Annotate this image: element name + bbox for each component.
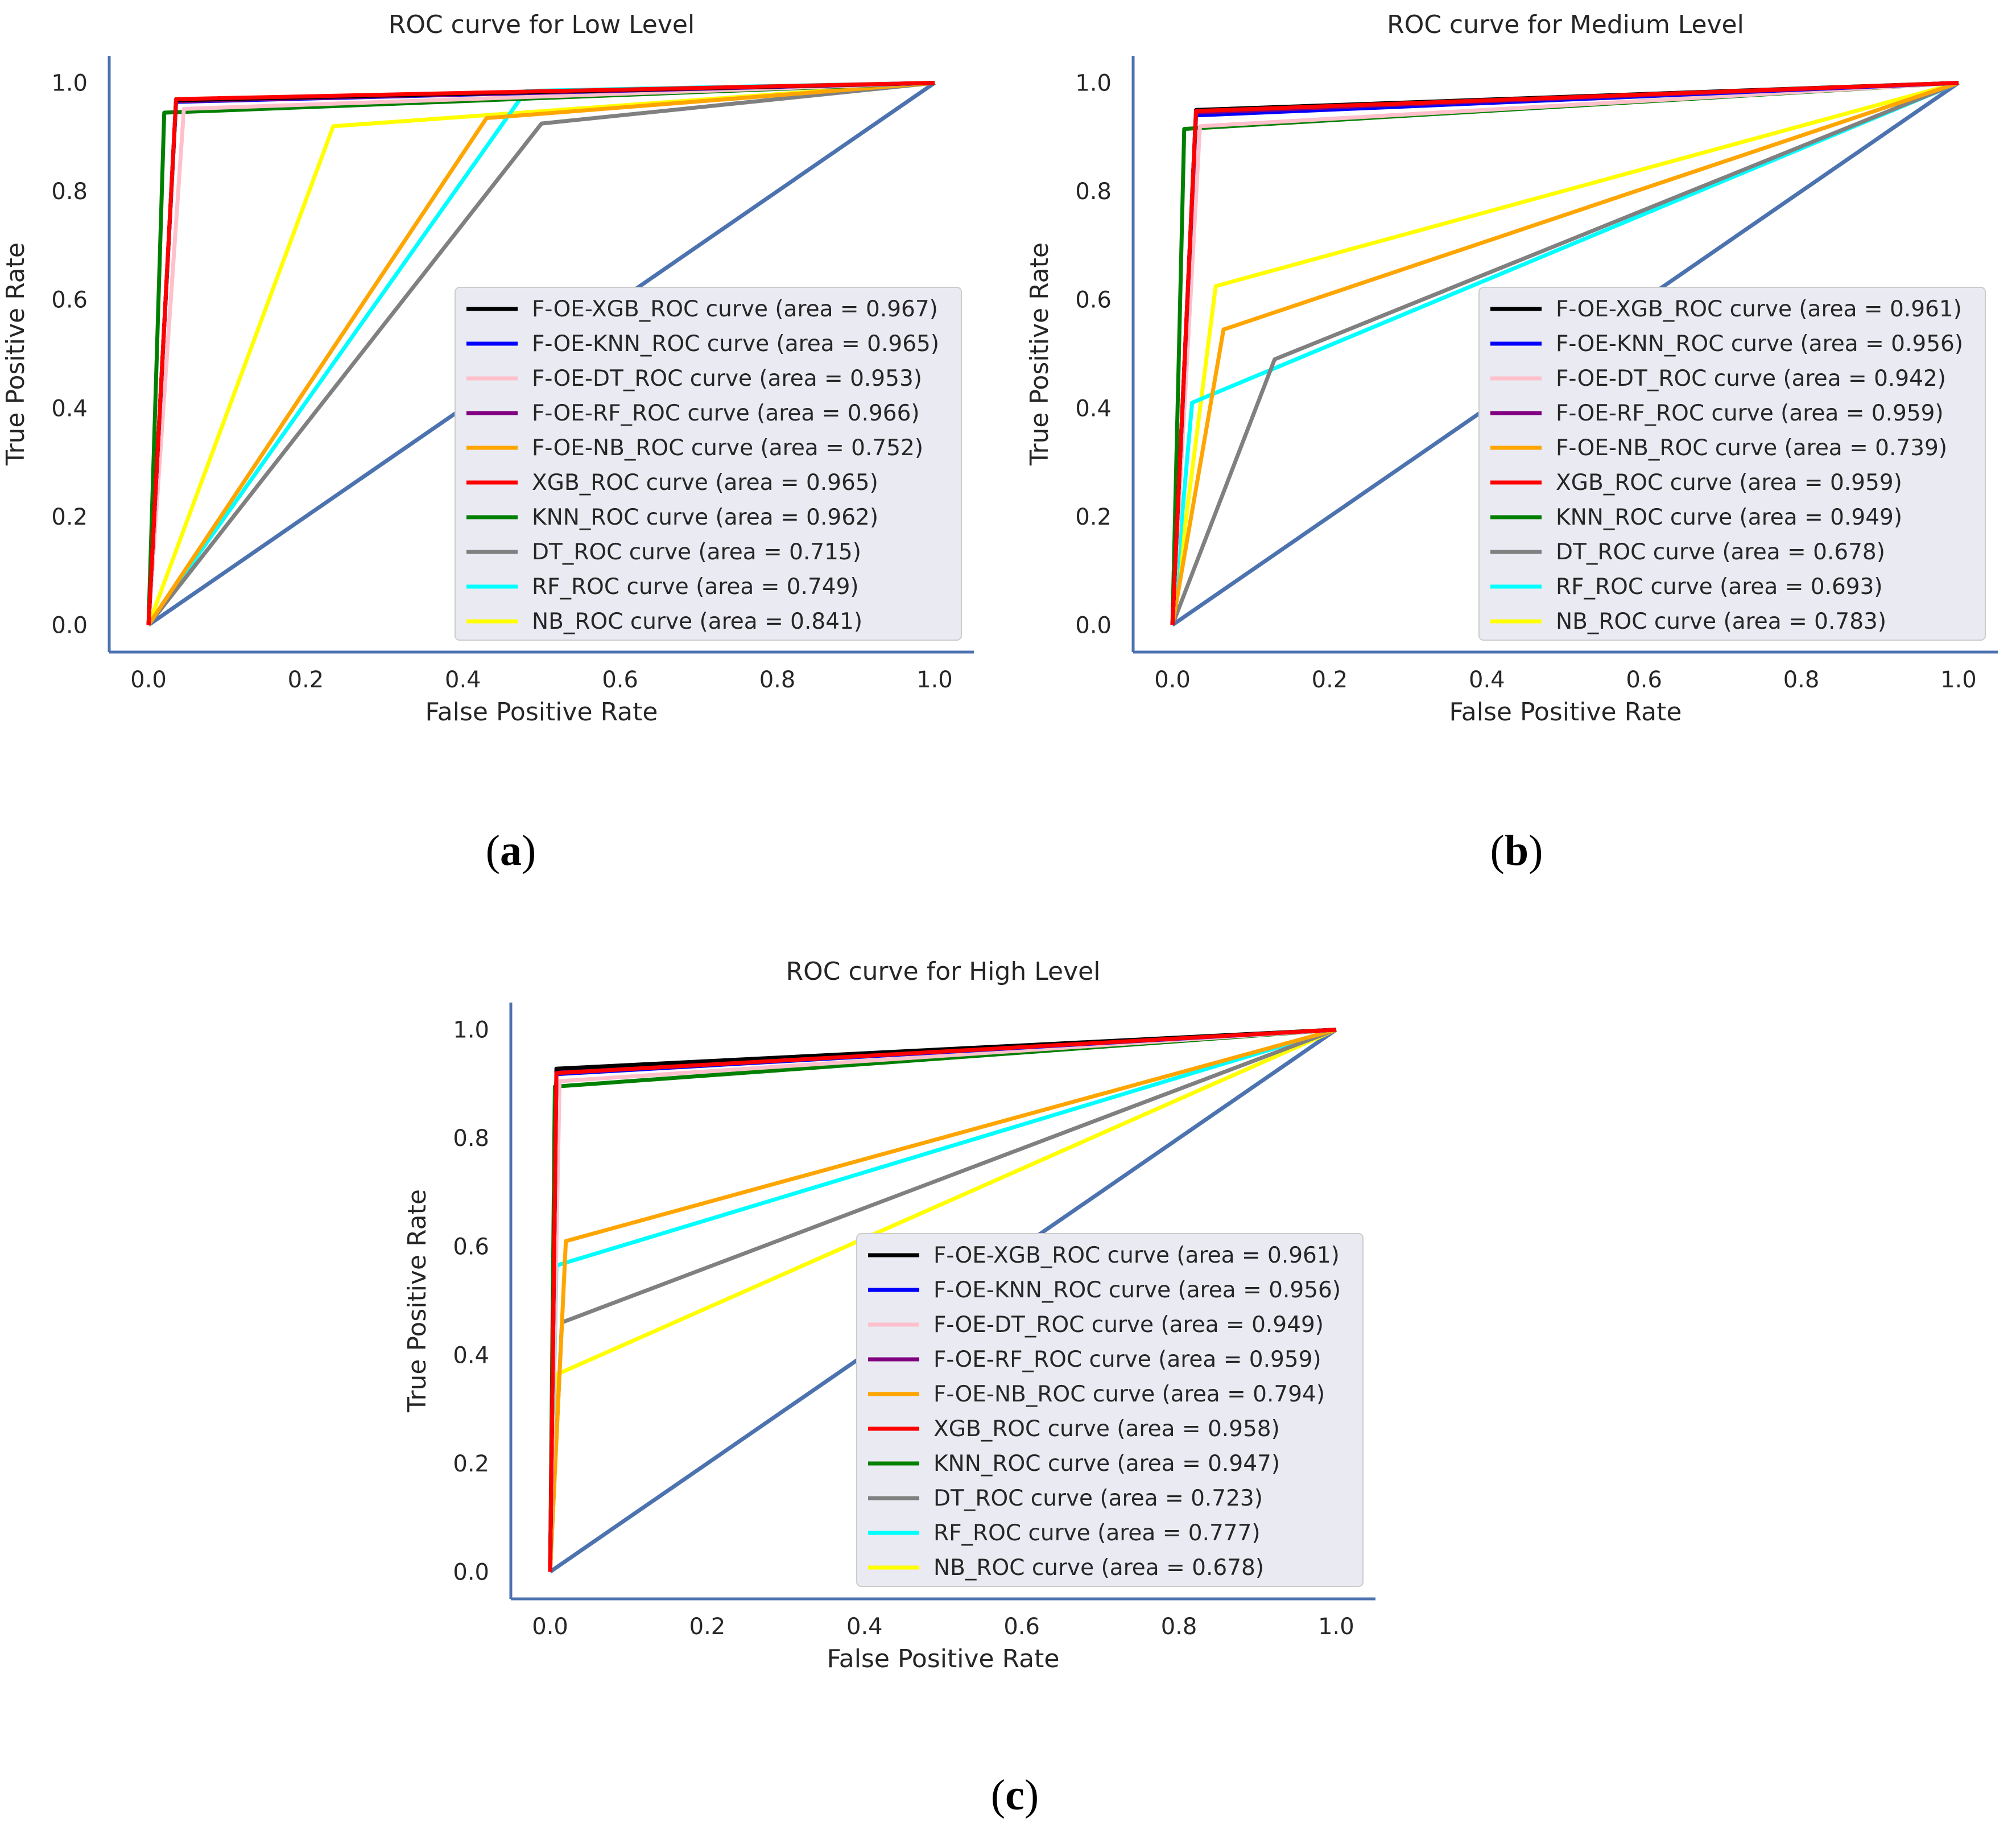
x-tick-label: 0.2 bbox=[1312, 667, 1348, 693]
legend-entry: NB_ROC curve (area = 0.678) bbox=[933, 1555, 1264, 1581]
x-axis-label: False Positive Rate bbox=[425, 698, 658, 727]
legend-entry: NB_ROC curve (area = 0.841) bbox=[532, 609, 862, 634]
x-tick-label: 0.2 bbox=[689, 1614, 726, 1640]
roc-series-line bbox=[1170, 81, 1959, 625]
chart-title: ROC curve for High Level bbox=[786, 957, 1101, 986]
x-tick-label: 1.0 bbox=[916, 667, 953, 693]
roc-series-line bbox=[146, 81, 935, 625]
roc-series-line bbox=[1170, 81, 1960, 625]
legend-entry: XGB_ROC curve (area = 0.958) bbox=[933, 1416, 1280, 1442]
y-tick-label: 0.6 bbox=[453, 1234, 489, 1260]
legend-entry: XGB_ROC curve (area = 0.959) bbox=[1556, 470, 1902, 496]
x-tick-label: 0.6 bbox=[1626, 667, 1662, 693]
legend-entry: F-OE-RF_ROC curve (area = 0.959) bbox=[1556, 401, 1944, 426]
y-tick-label: 0.4 bbox=[1075, 395, 1112, 422]
caption-c: (c) bbox=[991, 1771, 1039, 1819]
y-tick-label: 0.4 bbox=[453, 1342, 489, 1368]
legend-entry: KNN_ROC curve (area = 0.949) bbox=[1556, 505, 1902, 530]
y-tick-label: 0.8 bbox=[51, 179, 88, 205]
y-tick-label: 0.6 bbox=[51, 287, 88, 314]
legend-entry: F-OE-RF_ROC curve (area = 0.959) bbox=[933, 1347, 1321, 1372]
y-axis-label: True Positive Rate bbox=[1025, 242, 1054, 466]
x-tick-label: 0.8 bbox=[759, 667, 796, 693]
x-tick-label: 0.0 bbox=[130, 667, 167, 693]
y-axis-label: True Positive Rate bbox=[403, 1189, 432, 1413]
x-tick-label: 0.0 bbox=[1154, 667, 1191, 693]
legend-box bbox=[1478, 287, 1986, 641]
x-tick-label: 0.6 bbox=[1003, 1614, 1040, 1640]
legend-entry: F-OE-DT_ROC curve (area = 0.953) bbox=[532, 366, 922, 391]
legend-entry: DT_ROC curve (area = 0.678) bbox=[1556, 539, 1885, 565]
chart-title: ROC curve for Low Level bbox=[389, 10, 695, 39]
x-tick-label: 1.0 bbox=[1940, 667, 1977, 693]
y-tick-label: 0.2 bbox=[1075, 504, 1112, 530]
x-tick-label: 0.4 bbox=[846, 1614, 883, 1640]
legend-entry: F-OE-DT_ROC curve (area = 0.942) bbox=[1556, 366, 1946, 391]
legend-entry: RF_ROC curve (area = 0.777) bbox=[933, 1520, 1261, 1546]
legend-entry: DT_ROC curve (area = 0.715) bbox=[532, 539, 861, 565]
x-axis-label: False Positive Rate bbox=[1449, 698, 1682, 727]
x-tick-label: 0.2 bbox=[288, 667, 324, 693]
x-tick-label: 0.8 bbox=[1161, 1614, 1197, 1640]
y-axis-label: True Positive Rate bbox=[1, 242, 30, 466]
legend-entry: F-OE-KNN_ROC curve (area = 0.956) bbox=[933, 1277, 1341, 1303]
x-tick-label: 0.0 bbox=[532, 1614, 568, 1640]
legend-entry: XGB_ROC curve (area = 0.965) bbox=[532, 470, 878, 496]
chart-title: ROC curve for Medium Level bbox=[1387, 10, 1744, 39]
legend-entry: KNN_ROC curve (area = 0.947) bbox=[933, 1451, 1280, 1477]
legend-entry: F-OE-XGB_ROC curve (area = 0.967) bbox=[532, 296, 938, 322]
legend-box bbox=[455, 287, 962, 641]
legend-entry: F-OE-XGB_ROC curve (area = 0.961) bbox=[933, 1243, 1340, 1268]
y-tick-label: 0.2 bbox=[51, 504, 88, 530]
y-tick-label: 0.4 bbox=[51, 395, 88, 422]
legend-entry: F-OE-XGB_ROC curve (area = 0.961) bbox=[1556, 296, 1962, 322]
legend-entry: RF_ROC curve (area = 0.693) bbox=[1556, 574, 1883, 600]
y-tick-label: 0.8 bbox=[1075, 179, 1112, 205]
y-tick-label: 0.0 bbox=[51, 612, 88, 638]
legend-entry: F-OE-NB_ROC curve (area = 0.752) bbox=[532, 435, 923, 461]
panel-a-low-level: ROC curve for Low Level 0.0 0.2 0.4 0.6 0.8 1.… bbox=[1, 10, 974, 727]
legend-entry: F-OE-RF_ROC curve (area = 0.966) bbox=[532, 401, 920, 426]
y-tick-label: 0.0 bbox=[453, 1559, 489, 1585]
roc-series-line bbox=[1170, 81, 1959, 625]
roc-series-line bbox=[1170, 81, 1960, 625]
caption-b: (b) bbox=[1490, 827, 1543, 875]
y-tick-label: 1.0 bbox=[1075, 71, 1112, 97]
caption-a: (a) bbox=[486, 827, 536, 875]
legend-entry: F-OE-DT_ROC curve (area = 0.949) bbox=[933, 1312, 1324, 1338]
y-tick-label: 0.8 bbox=[453, 1125, 489, 1152]
y-tick-label: 0.0 bbox=[1075, 612, 1112, 638]
roc-series-line bbox=[147, 81, 935, 626]
legend-box bbox=[856, 1233, 1364, 1587]
panel-c-high-level: ROC curve for High Level 0.0 0.2 0.4 0.6 0.8 1… bbox=[403, 957, 1375, 1673]
roc-series-line bbox=[1170, 81, 1960, 626]
legend-entry: F-OE-NB_ROC curve (area = 0.794) bbox=[933, 1382, 1325, 1407]
x-tick-label: 1.0 bbox=[1318, 1614, 1354, 1640]
roc-series-line bbox=[146, 81, 935, 625]
legend-entry: KNN_ROC curve (area = 0.962) bbox=[532, 505, 878, 530]
x-axis-label: False Positive Rate bbox=[827, 1644, 1060, 1673]
x-tick-label: 0.4 bbox=[1469, 667, 1505, 693]
x-tick-label: 0.4 bbox=[445, 667, 481, 693]
panel-b-medium-level: ROC curve for Medium Level 0.0 0.2 0.4 0.6 0.… bbox=[1025, 10, 1998, 727]
legend-entry: F-OE-KNN_ROC curve (area = 0.965) bbox=[532, 331, 939, 357]
y-tick-label: 0.6 bbox=[1075, 287, 1112, 314]
y-tick-label: 0.2 bbox=[453, 1451, 489, 1477]
roc-series-line bbox=[548, 1028, 1337, 1572]
legend-entry: DT_ROC curve (area = 0.723) bbox=[933, 1486, 1263, 1511]
roc-series-line bbox=[147, 81, 935, 626]
x-tick-label: 0.6 bbox=[602, 667, 638, 693]
y-tick-label: 1.0 bbox=[51, 71, 88, 97]
roc-series-line bbox=[548, 1028, 1337, 1572]
legend-entry: F-OE-KNN_ROC curve (area = 0.956) bbox=[1556, 331, 1963, 357]
legend-entry: NB_ROC curve (area = 0.783) bbox=[1556, 609, 1886, 634]
x-tick-label: 0.8 bbox=[1783, 667, 1820, 693]
y-tick-label: 1.0 bbox=[453, 1017, 489, 1044]
legend-entry: RF_ROC curve (area = 0.749) bbox=[532, 574, 859, 600]
legend-entry: F-OE-NB_ROC curve (area = 0.739) bbox=[1556, 435, 1947, 461]
